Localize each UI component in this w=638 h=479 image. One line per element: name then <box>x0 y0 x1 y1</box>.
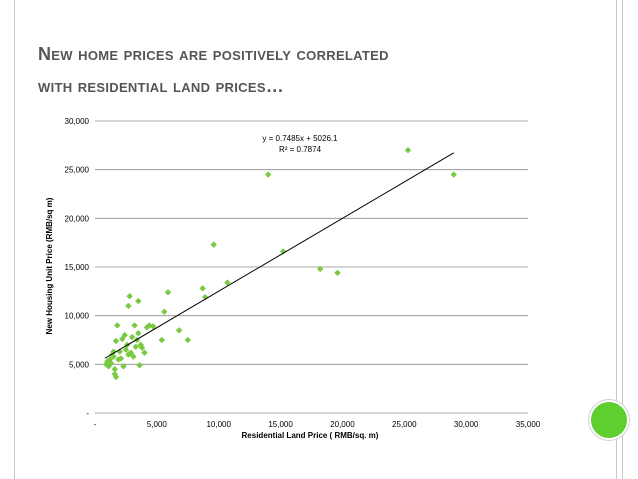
data-point <box>112 337 120 345</box>
data-point <box>141 349 148 356</box>
data-point <box>404 147 412 154</box>
data-point <box>131 322 138 329</box>
data-points <box>102 147 457 381</box>
data-point <box>450 171 457 178</box>
x-tick-label: 10,000 <box>206 420 231 429</box>
data-point <box>114 322 121 329</box>
data-point <box>132 343 140 351</box>
trendline <box>104 152 455 359</box>
x-axis-title: Residential Land Price ( RMB/sq. m) <box>242 431 379 440</box>
data-point <box>175 327 183 334</box>
slide-title-line-2: with residential land prices… <box>38 76 285 96</box>
data-point <box>136 362 143 369</box>
data-point <box>122 346 130 353</box>
data-point <box>138 344 146 351</box>
data-point <box>110 353 117 360</box>
y-tick-label: 15,000 <box>65 263 90 272</box>
data-point <box>158 336 166 344</box>
data-point <box>164 289 172 296</box>
data-point <box>111 366 118 373</box>
data-point <box>112 373 120 381</box>
data-point <box>199 285 206 292</box>
slide-title: New home prices are positively correlate… <box>38 38 578 102</box>
data-point <box>125 302 132 310</box>
trendline-equation: y = 0.7485x + 5026.1 <box>262 134 338 143</box>
y-tick-label: 30,000 <box>65 117 90 126</box>
data-point <box>224 279 231 286</box>
data-point <box>135 329 142 337</box>
x-tick-label: 20,000 <box>330 420 355 429</box>
data-point <box>334 269 341 277</box>
x-tick-label: 30,000 <box>454 420 479 429</box>
x-tick-label: 25,000 <box>392 420 417 429</box>
data-point <box>161 308 168 315</box>
y-axis-title: New Housing Unit Price (RMB/sq m) <box>45 197 54 334</box>
data-point <box>184 336 191 344</box>
data-point <box>265 171 272 178</box>
y-tick-label: 20,000 <box>65 214 90 223</box>
y-tick-label: - <box>86 409 89 418</box>
data-point <box>149 323 157 330</box>
x-tick-label: 5,000 <box>147 420 168 429</box>
left-border-rule <box>14 0 15 479</box>
data-point <box>120 363 127 370</box>
y-axis-tick-labels: - 5,000 10,000 15,000 20,000 25,000 30,000 <box>65 117 90 418</box>
data-point <box>316 265 324 273</box>
y-tick-label: 25,000 <box>65 166 90 175</box>
trendline-r-squared: R² = 0.7874 <box>279 145 322 154</box>
data-point <box>121 331 128 339</box>
decorative-circle-badge <box>589 400 629 440</box>
data-point <box>119 335 126 343</box>
slide-title-line-1: New home prices are positively correlate… <box>38 44 389 64</box>
gridlines <box>95 120 528 414</box>
data-point <box>126 293 133 300</box>
data-point <box>130 353 137 360</box>
x-tick-label: 35,000 <box>516 420 541 429</box>
data-point <box>117 355 125 362</box>
right-border-rule-outer <box>622 0 623 479</box>
x-axis-tick-labels: - 5,000 10,000 15,000 20,000 25,000 30,000 35,0… <box>94 420 541 429</box>
data-point <box>210 241 217 248</box>
data-point <box>135 297 142 305</box>
right-border-rule <box>616 0 617 479</box>
data-point <box>279 248 287 255</box>
data-point <box>107 360 115 367</box>
y-tick-label: 10,000 <box>65 312 90 321</box>
y-tick-label: 5,000 <box>69 360 90 369</box>
x-tick-label: 15,000 <box>268 420 293 429</box>
x-tick-label: - <box>94 420 97 429</box>
data-point <box>110 348 117 355</box>
data-point <box>128 333 136 341</box>
